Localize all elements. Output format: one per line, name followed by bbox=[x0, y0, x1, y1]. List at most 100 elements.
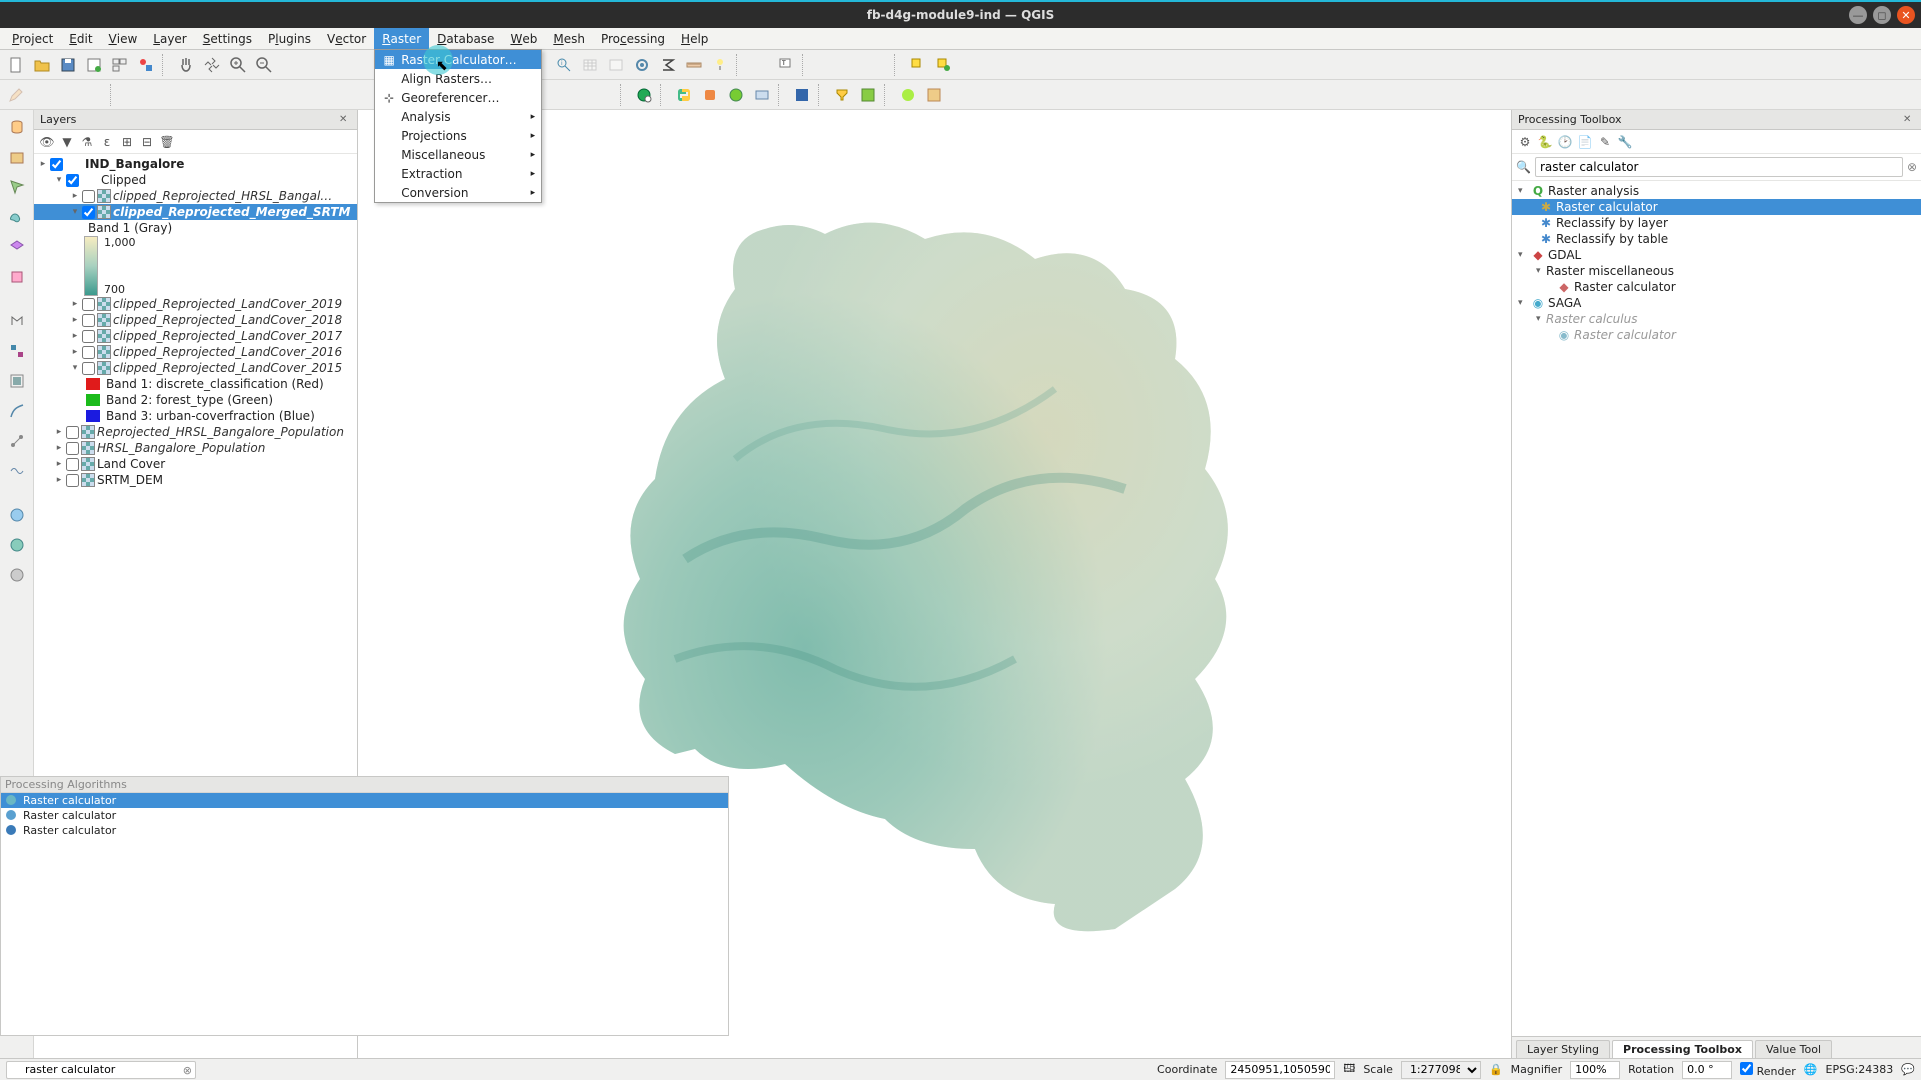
digitize-icon[interactable] bbox=[82, 83, 106, 107]
v6-icon[interactable] bbox=[4, 458, 30, 484]
layer-row[interactable]: Band 3: urban-coverfraction (Blue) bbox=[34, 408, 357, 424]
plugin4-icon[interactable] bbox=[830, 83, 854, 107]
layer-visibility-checkbox[interactable] bbox=[82, 298, 95, 311]
zoom-out-icon[interactable] bbox=[252, 53, 276, 77]
layer-row[interactable]: ▸clipped_Reprojected_LandCover_2018 bbox=[34, 312, 357, 328]
style-manager-icon[interactable] bbox=[134, 53, 158, 77]
tab-processing-toolbox[interactable]: Processing Toolbox bbox=[1612, 1040, 1753, 1058]
layer-row[interactable]: Band 2: forest_type (Green) bbox=[34, 392, 357, 408]
edit-pencil-icon[interactable] bbox=[4, 83, 28, 107]
layer-visibility-checkbox[interactable] bbox=[66, 426, 79, 439]
expand-all-icon[interactable]: ⊞ bbox=[118, 133, 136, 151]
action-icon[interactable] bbox=[906, 53, 930, 77]
menu-processing[interactable]: Processing bbox=[593, 28, 673, 49]
pan-to-selection-icon[interactable] bbox=[200, 53, 224, 77]
v3-icon[interactable] bbox=[4, 368, 30, 394]
menu-raster[interactable]: Raster bbox=[374, 28, 429, 49]
layer-visibility-checkbox[interactable] bbox=[66, 442, 79, 455]
layer-row[interactable]: Band 1: discrete_classification (Red) bbox=[34, 376, 357, 392]
layer-visibility-checkbox[interactable] bbox=[66, 474, 79, 487]
layer-row[interactable]: ▸Reprojected_HRSL_Bangalore_Population bbox=[34, 424, 357, 440]
annotation-icon[interactable]: T bbox=[774, 53, 798, 77]
select-all-icon[interactable] bbox=[866, 53, 890, 77]
menu-edit[interactable]: Edit bbox=[61, 28, 100, 49]
tool-a-icon[interactable] bbox=[122, 83, 146, 107]
wcs-icon[interactable] bbox=[4, 562, 30, 588]
lock-icon[interactable]: 🔒 bbox=[1489, 1063, 1503, 1076]
menu-web[interactable]: Web bbox=[502, 28, 545, 49]
tool-i-icon[interactable] bbox=[330, 83, 354, 107]
layer-visibility-checkbox[interactable] bbox=[82, 330, 95, 343]
tool-e-icon[interactable] bbox=[226, 83, 250, 107]
menu-layer[interactable]: Layer bbox=[145, 28, 194, 49]
menu-item-extraction[interactable]: Extraction▸ bbox=[375, 164, 541, 183]
wms-icon[interactable] bbox=[4, 502, 30, 528]
options-icon[interactable]: 🔧 bbox=[1616, 133, 1634, 151]
menu-mesh[interactable]: Mesh bbox=[545, 28, 593, 49]
plugin6-icon[interactable] bbox=[896, 83, 920, 107]
layer-visibility-checkbox[interactable] bbox=[82, 362, 95, 375]
rotation-field[interactable] bbox=[1682, 1061, 1732, 1079]
locator-result[interactable]: Raster calculator bbox=[1, 823, 728, 838]
history-icon[interactable]: 🕑 bbox=[1556, 133, 1574, 151]
v4-icon[interactable] bbox=[4, 398, 30, 424]
toolbox-icon[interactable] bbox=[630, 53, 654, 77]
new-memory-icon[interactable] bbox=[4, 264, 30, 290]
zoom-layer-icon[interactable] bbox=[330, 53, 354, 77]
t2a-icon[interactable] bbox=[540, 83, 564, 107]
toolbox-close-icon[interactable]: ✕ bbox=[1903, 114, 1915, 126]
plugin-manager-icon[interactable] bbox=[698, 83, 722, 107]
scale-select[interactable]: 1:277098 bbox=[1401, 1061, 1481, 1079]
menu-item-miscellaneous[interactable]: Miscellaneous▸ bbox=[375, 145, 541, 164]
layer-visibility-checkbox[interactable] bbox=[82, 346, 95, 359]
toolbox-item[interactable]: ▾Raster calculus bbox=[1512, 311, 1921, 327]
locator-list[interactable]: Raster calculatorRaster calculatorRaster… bbox=[1, 793, 728, 838]
layer-row[interactable]: ▸clipped_Reprojected_LandCover_2019 bbox=[34, 296, 357, 312]
toolbox-item[interactable]: ▾Raster miscellaneous bbox=[1512, 263, 1921, 279]
tool-b-icon[interactable] bbox=[148, 83, 172, 107]
plugin3-icon[interactable] bbox=[790, 83, 814, 107]
select-features-icon[interactable] bbox=[748, 53, 772, 77]
open-project-icon[interactable] bbox=[30, 53, 54, 77]
close-button[interactable]: ✕ bbox=[1897, 6, 1915, 24]
script-icon[interactable]: 🐍 bbox=[1536, 133, 1554, 151]
edit-in-place-icon[interactable]: ✎ bbox=[1596, 133, 1614, 151]
toolbox-item[interactable]: ▾QRaster analysis bbox=[1512, 183, 1921, 199]
tool-h-icon[interactable] bbox=[304, 83, 328, 107]
menu-vector[interactable]: Vector bbox=[319, 28, 374, 49]
v5-icon[interactable] bbox=[4, 428, 30, 454]
style-preset-icon[interactable]: 👁 bbox=[38, 133, 56, 151]
clear-search-icon[interactable]: ⊗ bbox=[1907, 160, 1917, 174]
extents-icon[interactable]: 🖽 bbox=[1343, 1060, 1355, 1079]
new-shapefile-icon[interactable] bbox=[4, 174, 30, 200]
layer-row[interactable]: ▸IND_Bangalore bbox=[34, 156, 357, 172]
t2c-icon[interactable] bbox=[592, 83, 616, 107]
menu-item-raster-calculator-[interactable]: ▦Raster Calculator… bbox=[375, 50, 541, 69]
tool-c-icon[interactable] bbox=[174, 83, 198, 107]
crs-icon[interactable]: 🌐 bbox=[1804, 1063, 1818, 1076]
toolbox-item[interactable]: ✱Raster calculator bbox=[1512, 199, 1921, 215]
toolbox-item[interactable]: ▾◉SAGA bbox=[1512, 295, 1921, 311]
new-spatialite-icon[interactable] bbox=[4, 204, 30, 230]
menu-database[interactable]: Database bbox=[429, 28, 502, 49]
toolbox-item[interactable]: ▾◆GDAL bbox=[1512, 247, 1921, 263]
menu-view[interactable]: View bbox=[101, 28, 146, 49]
layer-row[interactable]: ▾clipped_Reprojected_LandCover_2015 bbox=[34, 360, 357, 376]
locator-result[interactable]: Raster calculator bbox=[1, 808, 728, 823]
layer-row[interactable]: Band 1 (Gray) bbox=[34, 220, 357, 236]
menu-settings[interactable]: Settings bbox=[195, 28, 260, 49]
render-checkbox-wrap[interactable]: Render bbox=[1740, 1062, 1796, 1078]
v2-icon[interactable] bbox=[4, 338, 30, 364]
tab-layer-styling[interactable]: Layer Styling bbox=[1516, 1040, 1610, 1058]
toolbox-item[interactable]: ◉Raster calculator bbox=[1512, 327, 1921, 343]
menu-plugins[interactable]: Plugins bbox=[260, 28, 319, 49]
menu-item-align-rasters-[interactable]: Align Rasters… bbox=[375, 69, 541, 88]
zoom-in-icon[interactable] bbox=[226, 53, 250, 77]
tool-f-icon[interactable] bbox=[252, 83, 276, 107]
deselect-icon[interactable] bbox=[814, 53, 838, 77]
open-table-icon[interactable] bbox=[578, 53, 602, 77]
plugin7-icon[interactable] bbox=[922, 83, 946, 107]
layer-visibility-checkbox[interactable] bbox=[82, 190, 95, 203]
locator-search-input[interactable] bbox=[6, 1061, 196, 1079]
results-icon[interactable]: 📄 bbox=[1576, 133, 1594, 151]
